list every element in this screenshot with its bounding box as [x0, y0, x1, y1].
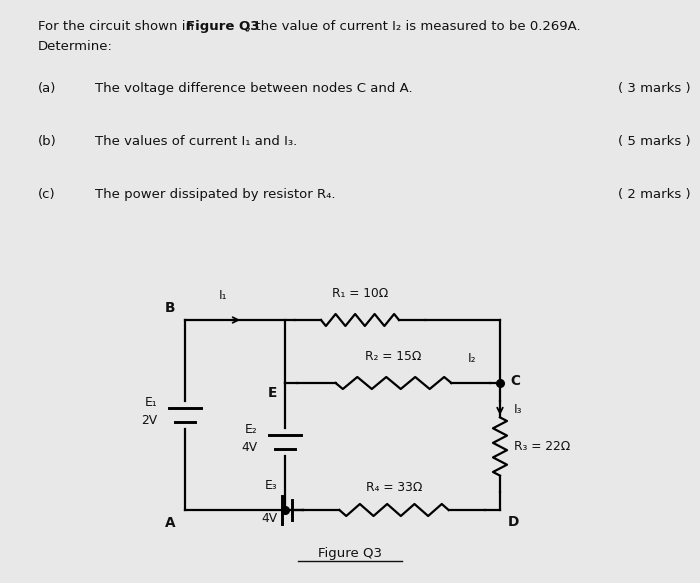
Text: I₃: I₃ — [514, 403, 522, 416]
Text: The power dissipated by resistor R₄.: The power dissipated by resistor R₄. — [95, 188, 335, 201]
Text: 4V: 4V — [241, 441, 257, 454]
Text: E₃: E₃ — [265, 479, 277, 492]
Text: E: E — [267, 386, 277, 400]
Text: B: B — [164, 301, 175, 315]
Text: 2V: 2V — [141, 415, 157, 427]
Text: The values of current I₁ and I₃.: The values of current I₁ and I₃. — [95, 135, 298, 148]
Text: I₁: I₁ — [218, 289, 228, 302]
Text: (c): (c) — [38, 188, 55, 201]
Text: Figure Q3: Figure Q3 — [318, 547, 382, 560]
Text: I₂: I₂ — [468, 352, 476, 365]
Text: A: A — [164, 516, 175, 530]
Text: R₄ = 33Ω: R₄ = 33Ω — [366, 481, 422, 494]
Text: For the circuit shown in: For the circuit shown in — [38, 20, 198, 33]
Text: , the value of current I₂ is measured to be 0.269A.: , the value of current I₂ is measured to… — [247, 20, 580, 33]
Text: (b): (b) — [38, 135, 57, 148]
Text: Figure Q3: Figure Q3 — [186, 20, 260, 33]
Text: R₂ = 15Ω: R₂ = 15Ω — [365, 350, 421, 363]
Text: Determine:: Determine: — [38, 40, 113, 53]
Text: R₃ = 22Ω: R₃ = 22Ω — [514, 440, 570, 453]
Text: The voltage difference between nodes C and A.: The voltage difference between nodes C a… — [95, 82, 412, 95]
Text: ( 5 marks ): ( 5 marks ) — [618, 135, 691, 148]
Text: ( 2 marks ): ( 2 marks ) — [618, 188, 691, 201]
Text: 4V: 4V — [261, 512, 277, 525]
Text: D: D — [508, 515, 519, 529]
Text: E₁: E₁ — [144, 396, 157, 409]
Text: E₂: E₂ — [244, 423, 257, 436]
Text: (a): (a) — [38, 82, 57, 95]
Text: R₁ = 10Ω: R₁ = 10Ω — [332, 287, 388, 300]
Text: C: C — [510, 374, 520, 388]
Text: ( 3 marks ): ( 3 marks ) — [618, 82, 691, 95]
